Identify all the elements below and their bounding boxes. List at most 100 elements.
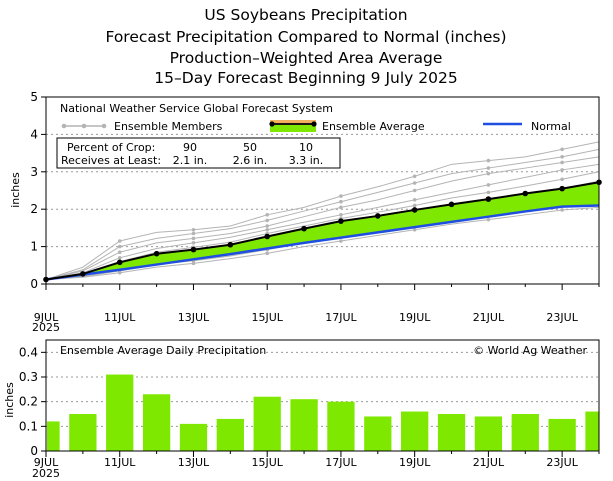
ensemble-average-point: [375, 213, 381, 219]
legend-average-label: Ensemble Average: [322, 120, 425, 133]
legend-members-label: Ensemble Members: [114, 120, 223, 133]
daily-precip-bar: [179, 423, 208, 451]
top-y-tick-label: 5: [30, 90, 38, 104]
ensemble-member-line: [45, 141, 600, 280]
ensemble-member-point: [117, 256, 122, 260]
chart-title-line-2: Forecast Precipitation Compared to Norma…: [105, 28, 506, 46]
ensemble-member-point: [486, 217, 491, 222]
top-plot-frame: [45, 96, 600, 285]
top-y-tick-label: 0: [30, 277, 38, 291]
ensemble-member-point: [191, 231, 196, 236]
crop-row2-label: Receives at Least:: [61, 154, 161, 167]
ensemble-average-line: [45, 181, 600, 281]
ensemble-member-point: [486, 158, 491, 163]
ensemble-member-point: [117, 270, 122, 275]
top-x-tick-label: 9JUL: [34, 311, 59, 324]
ensemble-member-point: [191, 227, 196, 232]
bottom-y-axis-label: inches: [3, 382, 16, 418]
bottom-x-tick-label: 19JUL: [399, 456, 431, 469]
ensemble-member-point: [560, 168, 564, 172]
top-x-tick-label: 17JUL: [325, 311, 357, 324]
ensemble-member-point: [560, 155, 564, 159]
top-y-tick-label: 3: [30, 165, 38, 179]
ensemble-member-point: [265, 213, 270, 217]
daily-precip-bar: [106, 374, 134, 451]
top-x-tick-label: 23JUL: [546, 311, 578, 324]
ensemble-member-point: [339, 239, 343, 243]
legend-normal-label: Normal: [531, 120, 571, 133]
daily-precip-bar: [47, 421, 60, 451]
ensemble-member-line: [45, 206, 600, 281]
ensemble-average-point: [522, 190, 529, 197]
ensemble-member-point: [265, 224, 270, 228]
crop-amount-90: 2.1 in.: [173, 154, 208, 167]
normal-line: [45, 204, 600, 281]
ensemble-member-point: [265, 218, 270, 223]
ensemble-average-point: [411, 207, 418, 213]
ensemble-member-point: [339, 205, 343, 210]
crop-amount-10: 3.3 in.: [289, 154, 324, 167]
daily-precip-bar: [253, 396, 281, 451]
crop-amount-50: 2.6 in.: [233, 154, 268, 167]
cumulative-precip-panel: 0 1 2 3 4 5 9JUL 11JUL 13JUL 15JUL 17JUL 19JUL 21JU…: [9, 90, 602, 324]
crop-percent-90: 90: [183, 141, 197, 154]
ensemble-average-point: [153, 250, 160, 257]
bottom-x-tick-label: 13JUL: [178, 456, 210, 469]
bottom-x-tick-label: 17JUL: [325, 456, 357, 469]
ensemble-member-point: [560, 147, 564, 152]
ensemble-vs-normal-fill: [46, 182, 599, 280]
legend-members: Ensemble Members: [61, 120, 223, 133]
chart-title-line-3: Production–Weighted Area Average: [170, 49, 443, 67]
ensemble-member-point: [560, 177, 564, 182]
ensemble-average-point: [80, 271, 86, 277]
ensemble-member-point: [265, 251, 270, 256]
top-x-tick-label: 13JUL: [178, 311, 210, 324]
top-y-tick-label: 2: [30, 202, 38, 216]
daily-precip-bar: [401, 411, 429, 451]
crop-percent-10: 10: [299, 141, 313, 154]
bottom-chart-title: Ensemble Average Daily Precipitation: [60, 344, 266, 357]
top-y-tick-label: 1: [30, 240, 38, 254]
ensemble-member-point: [265, 227, 270, 232]
chart-title-line-1: US Soybeans Precipitation: [204, 6, 407, 24]
daily-precip-bar: [364, 416, 392, 451]
daily-precip-bar: [548, 418, 576, 451]
ensemble-member-point: [117, 244, 122, 249]
daily-precip-bar: [69, 414, 97, 451]
bottom-x-tick-label: 15JUL: [251, 456, 283, 469]
ensemble-member-point: [412, 203, 417, 208]
ensemble-average-point: [190, 246, 197, 253]
ensemble-average-point: [485, 196, 492, 202]
bottom-x-tick-label: 23JUL: [546, 456, 578, 469]
daily-precip-bar: [216, 418, 244, 451]
ensemble-member-line: [45, 163, 600, 281]
ensemble-average-point: [116, 259, 123, 266]
bottom-y-tick-label: 0.1: [19, 419, 38, 433]
top-x-tick-label: 21JUL: [473, 311, 505, 324]
ensemble-average-point: [227, 241, 234, 248]
ensemble-average-point: [301, 225, 307, 232]
top-x-year-label: 2025: [32, 321, 60, 334]
bottom-x-tick-label: 11JUL: [104, 456, 136, 469]
daily-precip-bar: [511, 414, 539, 451]
daily-precip-panel: 0 0.1 0.2 0.3 0.4 9JUL 11JUL 13JUL 15JUL 17JUL 19…: [3, 339, 600, 469]
crop-percent-table: Percent of Crop: Receives at Least: 90 5…: [56, 137, 341, 169]
daily-precip-bar: [327, 401, 355, 451]
ensemble-member-point: [486, 166, 491, 170]
ensemble-member-point: [339, 199, 343, 204]
legend-average: Ensemble Average: [269, 120, 425, 133]
ensemble-member-point: [486, 171, 491, 176]
bottom-y-tick-label: 0.3: [19, 370, 38, 384]
ensemble-member-point: [412, 198, 417, 202]
bottom-y-tick-label: 0.2: [19, 395, 38, 409]
bottom-y-tick-label: 0: [30, 444, 38, 458]
bottom-x-year-label: 2025: [32, 467, 60, 480]
top-x-tick-label: 19JUL: [399, 311, 431, 324]
legend-normal: Normal: [483, 120, 571, 133]
ensemble-member-point: [560, 208, 564, 212]
daily-precip-bar: [437, 414, 466, 451]
bottom-plot-frame: [45, 339, 600, 452]
top-y-axis-label: inches: [9, 172, 22, 208]
ensemble-member-point: [560, 160, 564, 165]
